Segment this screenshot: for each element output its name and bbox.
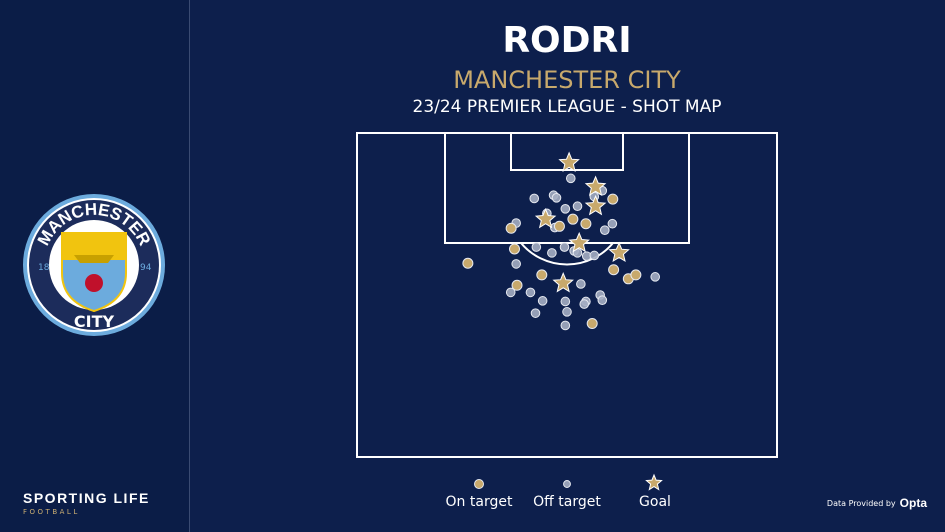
shot-off-target — [607, 218, 618, 229]
shot-off-target — [576, 279, 586, 289]
shot-on-target — [511, 279, 523, 291]
sporting-life-sub: FOOTBALL — [23, 508, 80, 516]
shot-on-target — [536, 269, 548, 281]
shot-off-target — [531, 242, 542, 252]
shot-off-target — [530, 308, 541, 318]
player-name: RODRI — [502, 20, 632, 61]
shot-off-target — [547, 248, 557, 258]
shot-off-target — [529, 193, 540, 204]
manchester-city-crest: MANCHESTER CITY 18 94 — [23, 194, 165, 336]
shot-off-target — [560, 320, 571, 331]
svg-text:CITY: CITY — [74, 312, 115, 331]
svg-text:94: 94 — [140, 263, 152, 273]
shot-goal — [584, 194, 607, 216]
shot-off-target — [562, 307, 572, 317]
penalty-box — [444, 132, 690, 244]
shot-on-target — [505, 222, 517, 234]
shot-goal — [558, 151, 580, 172]
shot-on-target — [608, 264, 620, 276]
shot-off-target — [600, 225, 610, 235]
team-name: MANCHESTER CITY — [453, 66, 681, 94]
shot-on-target — [580, 218, 592, 230]
legend-off-target-marker — [563, 480, 571, 488]
shot-on-target — [630, 269, 642, 281]
shot-goal — [584, 175, 607, 196]
shot-on-target — [586, 318, 598, 330]
shot-goal — [608, 241, 630, 263]
shot-on-target — [553, 220, 565, 232]
data-credit: Data Provided by Opta — [827, 496, 927, 510]
shot-goal — [534, 207, 557, 229]
shot-on-target — [567, 213, 579, 225]
shot-off-target — [551, 193, 562, 203]
legend-on-target-marker — [474, 479, 484, 489]
shot-off-target — [565, 173, 576, 184]
shot-off-target — [537, 296, 548, 306]
shot-off-target — [505, 287, 516, 298]
svg-text:18: 18 — [38, 263, 50, 273]
pitch-outline — [356, 132, 778, 458]
legend-off-target: Off target — [533, 494, 601, 510]
shot-goal — [552, 271, 574, 293]
shot-on-target — [462, 257, 474, 269]
shot-off-target — [511, 259, 521, 269]
sporting-life-logo: SPORTING LIFE — [23, 490, 150, 506]
shot-off-target — [560, 296, 571, 307]
opta-logo: Opta — [899, 496, 927, 510]
six-yard-box — [510, 132, 624, 171]
shot-off-target — [579, 299, 590, 309]
shot-off-target — [597, 295, 608, 305]
shot-off-target — [650, 272, 661, 282]
shot-on-target — [509, 243, 520, 255]
shot-goal — [568, 231, 590, 253]
penalty-arc — [520, 242, 614, 266]
shot-off-target — [559, 242, 570, 252]
legend-on-target: On target — [445, 494, 513, 510]
shot-off-target — [560, 204, 571, 214]
chart-subtitle: 23/24 PREMIER LEAGUE - SHOT MAP — [412, 97, 722, 117]
shot-on-target — [607, 193, 619, 205]
shot-off-target — [525, 287, 536, 298]
credit-label: Data Provided by — [826, 498, 896, 508]
shot-off-target — [589, 250, 600, 261]
legend-goal-marker — [645, 473, 663, 491]
shot-off-target — [572, 201, 583, 212]
legend-goal: Goal — [639, 494, 671, 510]
